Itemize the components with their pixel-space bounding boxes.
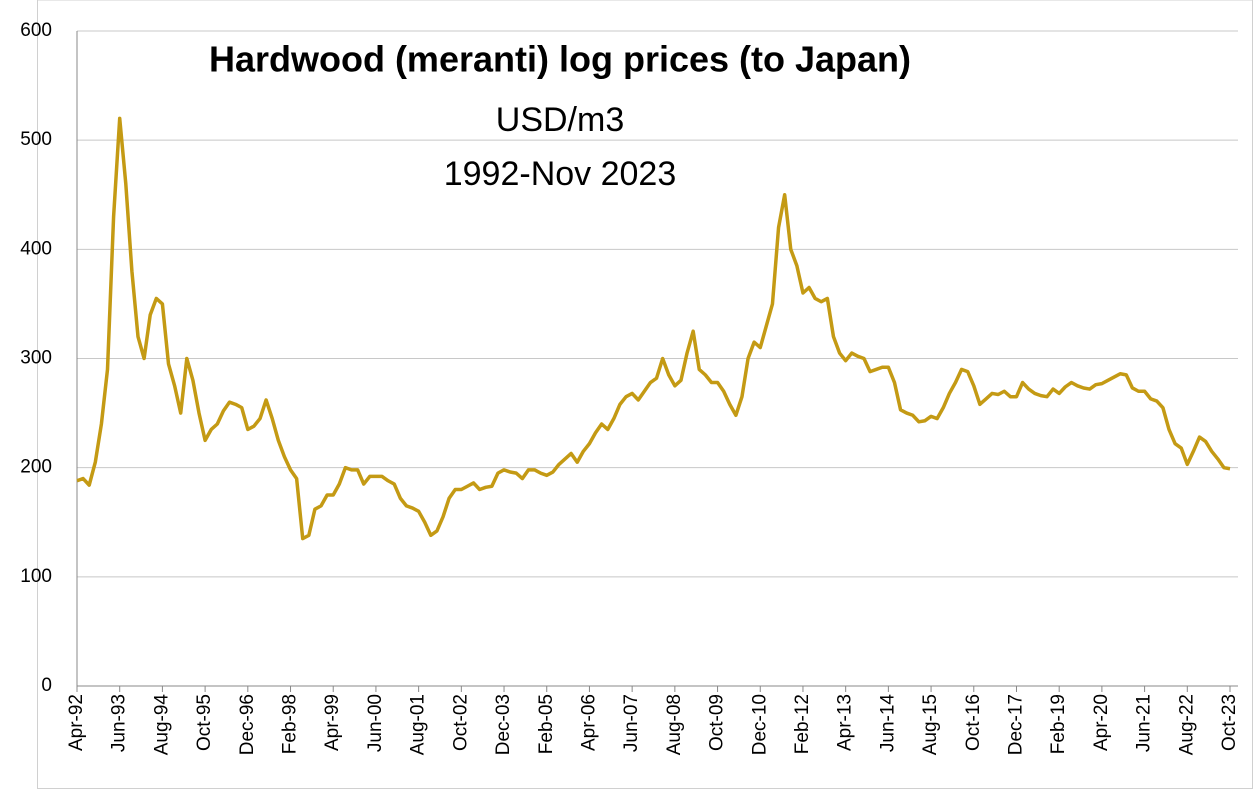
y-tick-label: 100 — [20, 566, 52, 587]
x-tick-label: Jun-14 — [877, 694, 898, 753]
x-tick-label: Apr-99 — [322, 694, 343, 751]
x-tick-label: Dec-03 — [493, 694, 514, 755]
x-tick-label: Aug-01 — [408, 694, 429, 755]
y-tick-label: 300 — [20, 348, 52, 369]
x-tick-label: Oct-23 — [1219, 694, 1240, 751]
x-tick-label: Dec-96 — [237, 694, 258, 755]
x-tick-label: Jun-07 — [621, 694, 642, 752]
chart-subtitle: 1992-Nov 2023 — [444, 155, 677, 193]
x-tick-label: Feb-12 — [792, 694, 813, 754]
x-tick-label: Apr-06 — [578, 694, 599, 751]
chart-subtitle: USD/m3 — [496, 101, 624, 139]
x-tick-label: Aug-08 — [664, 694, 685, 755]
y-tick-label: 200 — [20, 457, 52, 478]
x-tick-label: Dec-17 — [1005, 694, 1026, 755]
x-tick-label: Feb-19 — [1048, 694, 1069, 754]
x-tick-label: Oct-95 — [194, 694, 215, 751]
x-tick-label: Jun-21 — [1134, 694, 1155, 752]
y-tick-label: 0 — [41, 675, 52, 696]
x-tick-label: Jun-93 — [109, 694, 130, 752]
x-tick-label: Aug-15 — [920, 694, 941, 755]
x-tick-label: Apr-13 — [835, 694, 856, 751]
x-tick-label: Aug-22 — [1176, 694, 1197, 755]
x-tick-label: Dec-10 — [749, 694, 770, 755]
chart-border — [37, 0, 1253, 789]
chart-title: Hardwood (meranti) log prices (to Japan) — [209, 39, 911, 80]
y-tick-label: 500 — [20, 129, 52, 150]
x-tick-label: Feb-98 — [280, 694, 301, 754]
y-tick-label: 600 — [20, 20, 52, 41]
data-line — [76, 116, 1231, 541]
x-tick-label: Oct-16 — [963, 694, 984, 751]
x-tick-label: Oct-02 — [450, 694, 471, 751]
x-tick-label: Jun-00 — [365, 694, 386, 752]
x-tick-label: Oct-09 — [707, 694, 728, 751]
x-tick-label: Apr-20 — [1091, 694, 1112, 751]
x-tick-label: Aug-94 — [151, 694, 172, 756]
y-tick-label: 400 — [20, 238, 52, 259]
x-tick-label: Feb-05 — [536, 694, 557, 754]
x-tick-label: Apr-92 — [66, 694, 87, 751]
